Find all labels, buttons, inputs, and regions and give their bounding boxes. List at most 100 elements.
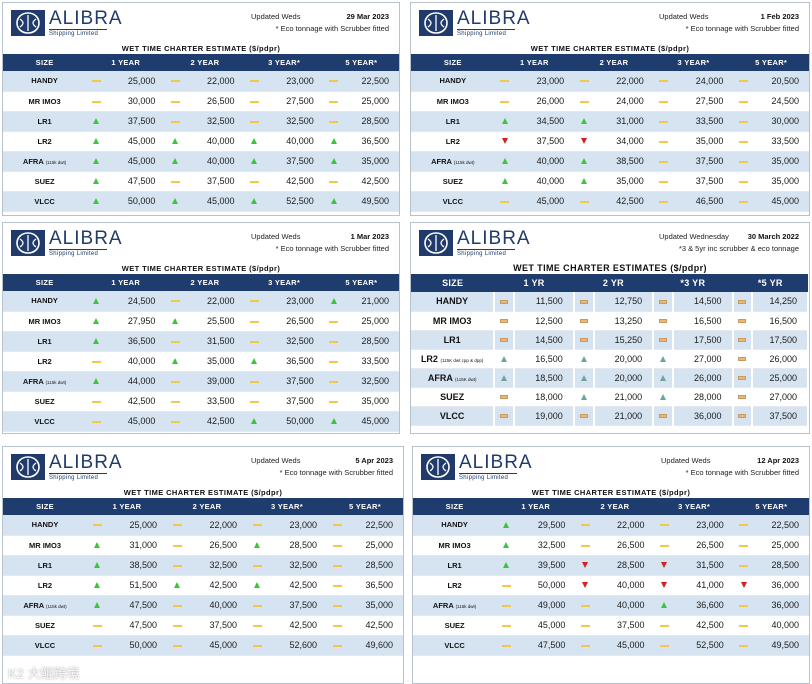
size-label: LR2 — [37, 580, 53, 590]
trend-flat-icon — [500, 414, 509, 419]
alibra-logo-icon — [419, 10, 453, 36]
size-label: AFRA — [22, 376, 44, 386]
rate-value: 14,250 — [752, 292, 809, 312]
trend-cell — [165, 391, 186, 412]
trend-cell — [653, 91, 674, 112]
rate-value: 40,000 — [595, 595, 655, 616]
trend-flat-icon — [172, 644, 182, 647]
rate-value: 21,000 — [343, 291, 399, 312]
vessel-size: MR IMO3 — [3, 91, 87, 112]
vessel-size: VLCC — [3, 411, 87, 432]
vessel-size: VLCC — [3, 635, 87, 656]
trend-cell — [247, 575, 267, 596]
brand-subtitle: Shipping Limited — [457, 249, 515, 257]
trend-flat-icon — [332, 544, 342, 547]
alibra-logo-icon — [11, 454, 45, 480]
footnote: * Eco tonnage with Scrubber fitted — [279, 468, 393, 477]
rate-value: 32,500 — [264, 111, 324, 132]
rate-value: 32,500 — [343, 371, 399, 392]
rate-value: 16,500 — [752, 311, 809, 331]
trend-cell — [496, 615, 516, 636]
trend-flat-icon — [329, 320, 339, 323]
trend-flat-icon — [580, 544, 590, 547]
trend-cell — [323, 91, 344, 112]
table-title: WET TIME CHARTER ESTIMATE ($/pdpr) — [530, 44, 690, 53]
rate-value: 29,500 — [515, 515, 576, 536]
header-row: SIZE 1 YEAR 2 YEAR 3 YEAR* 5 YEAR* — [413, 498, 809, 515]
trend-cell — [733, 555, 754, 576]
trend-cell — [86, 331, 106, 352]
rate-value: 22,000 — [185, 291, 245, 312]
trend-flat-icon — [172, 544, 182, 547]
rate-value: 45,000 — [343, 411, 399, 432]
rate-value: 45,000 — [595, 635, 655, 656]
rate-value: 25,000 — [347, 535, 403, 556]
rate-value: 37,500 — [595, 615, 655, 636]
table-row: LR1 14,500 15,250 17,500 17,500 — [411, 330, 809, 350]
rate-value: 26,500 — [595, 535, 655, 556]
size-label: AFRA — [22, 156, 44, 166]
vessel-size: AFRA (115K dwt) — [411, 368, 496, 388]
trend-up-icon — [503, 521, 510, 528]
trend-up-icon — [94, 542, 100, 548]
trend-cell — [733, 615, 754, 636]
rate-value: 46,500 — [673, 191, 734, 212]
vessel-size: HANDY — [3, 291, 87, 312]
rate-value: 51,500 — [107, 575, 167, 596]
rate-value: 16,500 — [672, 311, 734, 331]
rate-value: 42,500 — [185, 411, 245, 432]
table-row: HANDY 11,500 12,750 14,500 14,250 — [411, 292, 809, 312]
trend-flat-icon — [738, 338, 747, 343]
trend-cell — [574, 91, 595, 112]
column-header: *5 YR — [732, 274, 808, 292]
trend-cell — [165, 331, 186, 352]
brand-name: ALIBRA — [49, 8, 123, 29]
table-row: SUEZ 45,000 37,500 42,500 40,000 — [413, 615, 809, 636]
rate-value: 42,500 — [267, 575, 327, 596]
rate-value: 22,500 — [347, 515, 403, 536]
trend-cell — [575, 635, 596, 656]
rate-value: 28,000 — [672, 387, 734, 407]
rate-value: 11,500 — [514, 292, 575, 312]
rate-value: 33,500 — [673, 111, 734, 132]
rate-value: 35,000 — [753, 171, 809, 192]
panel-header: ALIBRA Shipping Limited Updated Weds 1 Mar … — [3, 223, 399, 263]
column-header: 3 YEAR* — [244, 274, 324, 291]
rate-value: 20,500 — [753, 71, 809, 92]
trend-flat-icon — [249, 120, 259, 123]
rate-value: 42,500 — [343, 171, 399, 192]
table-row: LR2 45,000 40,000 40,000 36,500 — [3, 131, 399, 152]
vessel-size: SUEZ — [3, 391, 87, 412]
table-row: HANDY 25,000 22,000 23,000 22,500 — [3, 515, 403, 536]
trend-cell — [654, 635, 675, 656]
trend-cell — [575, 615, 596, 636]
vessel-size: AFRA (115k dwt) — [3, 151, 87, 172]
panel-header: ALIBRA Shipping Limited Updated Weds 29 Mar… — [3, 3, 399, 43]
panel-header: ALIBRA Shipping Limited Updated Wednesday 3… — [411, 223, 809, 263]
size-label: VLCC — [34, 416, 55, 426]
footnote: * Eco tonnage with Scrubber fitted — [685, 468, 799, 477]
trend-cell — [327, 595, 347, 616]
rate-value: 30,000 — [753, 111, 809, 132]
rate-value: 31,000 — [594, 111, 654, 132]
trend-cell — [323, 191, 344, 212]
trend-up-icon — [330, 297, 337, 304]
rate-value: 36,000 — [753, 575, 809, 596]
trend-flat-icon — [252, 644, 262, 647]
table-row: SUEZ 40,000 35,000 37,500 35,000 — [411, 171, 809, 192]
trend-cell — [247, 555, 267, 576]
table-row: VLCC 47,500 45,000 52,500 49,500 — [413, 635, 809, 656]
trend-flat-icon — [332, 584, 342, 587]
trend-cell — [244, 331, 265, 352]
rate-value: 37,500 — [267, 595, 327, 616]
rate-table: SIZE 1 YEAR 2 YEAR 3 YEAR* 5 YEAR* HANDY 25,00… — [3, 54, 399, 212]
size-label: HANDY — [441, 520, 468, 530]
column-header: 2 YEAR — [575, 498, 655, 515]
vessel-size: LR1 — [411, 111, 495, 132]
rate-value: 14,500 — [514, 330, 575, 350]
trend-cell — [575, 555, 596, 576]
column-header: 1 YEAR — [496, 498, 576, 515]
rate-panel-1-mar-2023: ALIBRA Shipping Limited Updated Weds 1 Mar … — [2, 222, 400, 434]
rate-value: 42,500 — [347, 615, 403, 636]
rate-value: 50,000 — [515, 575, 576, 596]
